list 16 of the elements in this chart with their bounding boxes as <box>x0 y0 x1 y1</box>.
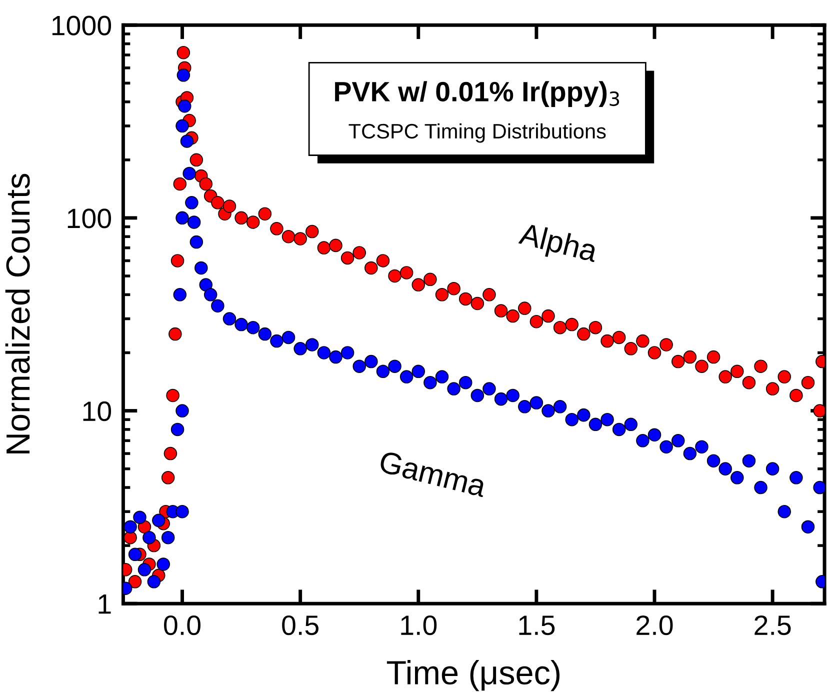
y-tick-label: 1 <box>98 594 111 614</box>
text: TCSPC Timing Distributions <box>348 123 606 143</box>
x-tick-label: 0.0 <box>164 615 200 636</box>
x-tick-label: 1.0 <box>401 615 437 636</box>
y-tick-label: 1000 <box>52 16 112 36</box>
y-tick-label: 100 <box>68 208 112 228</box>
x-tick-label: 0.5 <box>282 615 318 636</box>
text: PVK w/ 0.01% Ir(ppy)$_{3}$ <box>335 81 620 108</box>
text: Gamma <box>378 450 488 498</box>
x-tick-label: 1.5 <box>519 616 555 636</box>
x-axis-title: Time (μsec) <box>386 660 560 692</box>
text: Alpha <box>516 222 600 268</box>
x-tick-label: 2.5 <box>754 615 791 636</box>
x-tick-label: 2.0 <box>636 615 673 636</box>
y-tick-label: 10 <box>83 401 112 422</box>
y-axis-title: Normalized Counts <box>5 174 30 454</box>
